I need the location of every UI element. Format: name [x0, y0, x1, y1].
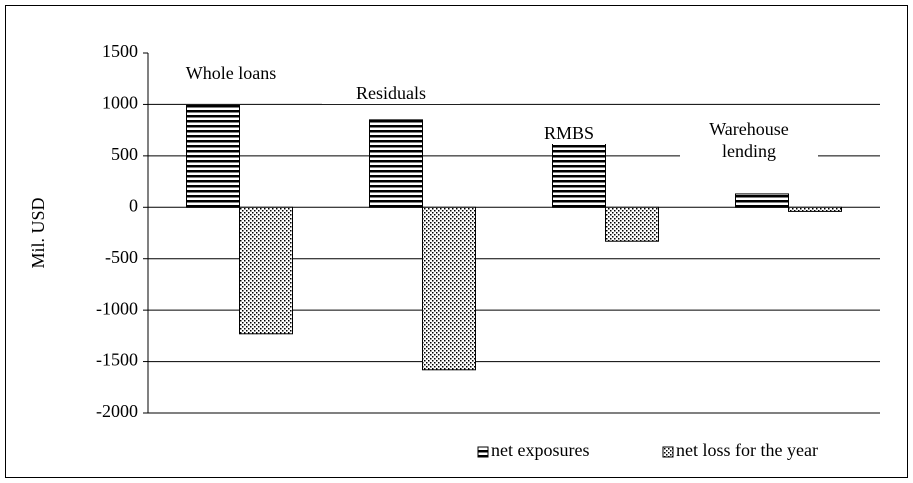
chart-border [5, 5, 908, 478]
y-tick-label: -2000 [96, 401, 138, 421]
y-tick-label: -1500 [96, 350, 138, 370]
y-tick-label: 500 [111, 144, 138, 164]
y-tick-label: -1000 [96, 298, 138, 318]
legend-label: net exposures [491, 440, 589, 460]
legend-swatch [477, 446, 489, 458]
bar [239, 206, 293, 335]
y-tick-label: 1500 [102, 41, 138, 61]
bar [788, 206, 842, 212]
legend-label: net loss for the year [676, 440, 818, 460]
bar [552, 132, 606, 208]
bar [369, 119, 423, 208]
y-tick-label: -500 [105, 247, 138, 267]
bar [186, 104, 240, 208]
y-tick-label: 1000 [102, 93, 138, 113]
y-axis-label: Mil. USD [28, 197, 48, 268]
category-label: Warehouse lending [680, 118, 818, 162]
y-tick-label: 0 [129, 195, 138, 215]
category-label: Residuals [322, 82, 460, 104]
legend-swatch [662, 446, 674, 458]
bar [735, 193, 789, 208]
bar [605, 206, 659, 242]
bar [422, 206, 476, 371]
category-label: Whole loans [157, 62, 305, 84]
category-label: RMBS [520, 122, 618, 144]
